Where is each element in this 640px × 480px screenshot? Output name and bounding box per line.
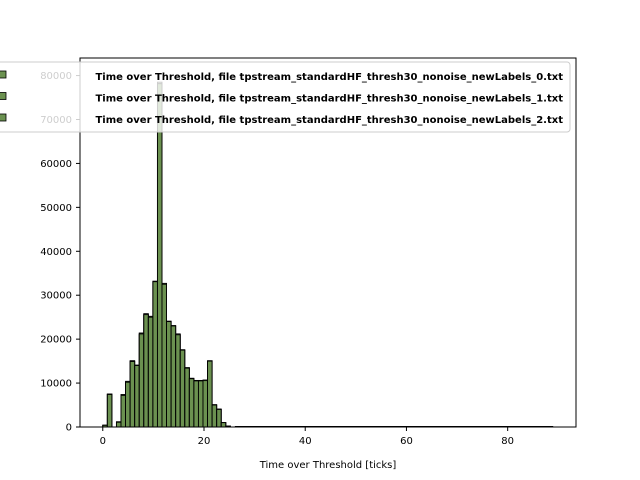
plot-area-frame bbox=[79, 57, 577, 428]
histogram-bar bbox=[170, 325, 177, 428]
legend-entry: Time over Threshold, file tpstream_stand… bbox=[95, 115, 563, 126]
histogram-bar bbox=[184, 367, 190, 428]
histogram-bar bbox=[193, 380, 199, 428]
x-tick-label: 20 bbox=[198, 436, 211, 447]
legend: Time over Threshold, file tpstream_stand… bbox=[0, 61, 571, 133]
histogram-bar bbox=[138, 333, 145, 428]
y-tick-label: 10000 bbox=[40, 379, 72, 390]
x-axis-label: Time over Threshold [ticks] bbox=[259, 460, 397, 471]
histogram-bar bbox=[152, 281, 158, 428]
histogram-bar bbox=[125, 381, 131, 428]
histogram-bar bbox=[216, 408, 222, 428]
legend-swatch bbox=[0, 92, 7, 100]
histogram-bar bbox=[147, 316, 154, 428]
x-tick-label: 60 bbox=[400, 436, 413, 447]
y-tick-label: 60000 bbox=[40, 159, 72, 170]
histogram-bar bbox=[197, 380, 204, 428]
y-tick-label: 20000 bbox=[40, 335, 72, 346]
histogram-bar bbox=[161, 283, 168, 428]
histogram-bar bbox=[207, 360, 213, 428]
histogram-bar bbox=[188, 378, 195, 428]
legend-entry: Time over Threshold, file tpstream_stand… bbox=[95, 94, 563, 105]
legend-swatch bbox=[0, 70, 7, 79]
histogram-bar bbox=[115, 421, 122, 428]
histogram-bar bbox=[120, 394, 127, 428]
legend-entry: Time over Threshold, file tpstream_stand… bbox=[95, 72, 563, 83]
y-tick-label: 40000 bbox=[40, 247, 72, 258]
legend-swatch bbox=[0, 113, 7, 122]
histogram-bar bbox=[106, 394, 113, 428]
x-tick-label: 40 bbox=[299, 436, 312, 447]
x-tick-label: 80 bbox=[501, 436, 514, 447]
histogram-bar bbox=[156, 83, 163, 428]
legend-box bbox=[0, 61, 571, 133]
histogram-bar bbox=[211, 404, 218, 428]
histogram-bar bbox=[129, 361, 136, 428]
histogram-bar bbox=[143, 314, 149, 428]
histogram-bar bbox=[175, 334, 181, 428]
y-tick-label: 50000 bbox=[40, 203, 72, 214]
y-tick-label: 30000 bbox=[40, 291, 72, 302]
histogram-bar bbox=[134, 365, 140, 428]
x-tick-label: 0 bbox=[100, 436, 106, 447]
y-tick-label: 0 bbox=[66, 423, 72, 434]
histogram-bar bbox=[202, 379, 209, 428]
histogram-bar bbox=[220, 422, 227, 428]
x-axis-ticks: 0 20 40 60 80 bbox=[100, 427, 514, 447]
histogram-bar bbox=[166, 321, 172, 428]
histogram-bar bbox=[179, 349, 186, 428]
